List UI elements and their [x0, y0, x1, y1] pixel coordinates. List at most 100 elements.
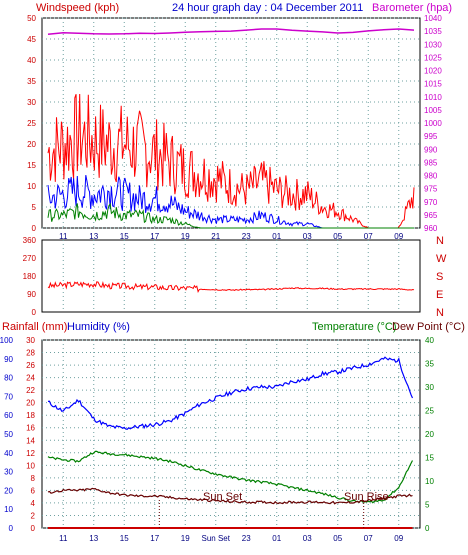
series-wind-gust: [47, 93, 415, 229]
x-tick-label: 19: [181, 232, 190, 241]
barometer-tick-label: 1030: [424, 40, 442, 49]
humidity-tick-label: 100: [0, 336, 14, 345]
direction-y-axis: 0 90 180 270 360: [23, 236, 37, 317]
humidity-tick-label: 40: [4, 449, 13, 458]
humidity-tick-label: 0: [9, 524, 14, 533]
windspeed-tick-label: 0: [32, 224, 37, 233]
series-dew-point-c: [47, 487, 413, 505]
sun-set-annotation: Sun Set: [203, 491, 242, 503]
barometer-tick-label: 1010: [424, 93, 442, 102]
compass-label: E: [436, 289, 443, 301]
windspeed-tick-label: 15: [27, 161, 36, 170]
rainfall-tick-label: 4: [31, 499, 36, 508]
barometer-y-axis: 960 965 970 975 980 985 990 995 1000 1005 1010 1015…: [424, 14, 442, 233]
compass-label: S: [436, 271, 443, 283]
windspeed-tick-label: 5: [32, 203, 37, 212]
barometer-tick-label: 985: [424, 158, 438, 167]
wind-baro-series: [47, 28, 415, 229]
compass-label: W: [436, 253, 447, 265]
x-tick-label: 03: [303, 232, 312, 241]
chart-title: 24 hour graph day : 04 December 2011: [172, 2, 363, 14]
humidity-tick-label: 10: [4, 505, 13, 514]
humidity-tick-label: 90: [4, 355, 13, 364]
windspeed-tick-label: 45: [27, 35, 36, 44]
x-tick-label: 11: [59, 534, 68, 543]
humidity-axis-title: Humidity (%): [67, 321, 130, 333]
direction-tick-label: 270: [23, 254, 37, 263]
temp-hum-plot-frame: [41, 339, 421, 529]
windspeed-tick-label: 25: [27, 119, 36, 128]
windspeed-tick-label: 20: [27, 140, 36, 149]
humidity-tick-label: 30: [4, 468, 13, 477]
humidity-tick-label: 80: [4, 374, 13, 383]
x-tick-label: 15: [120, 534, 129, 543]
x-tick-label: 05: [333, 534, 342, 543]
barometer-tick-label: 960: [424, 224, 438, 233]
x-tick-label: 15: [120, 232, 129, 241]
rainfall-tick-label: 18: [26, 411, 35, 420]
series-temperature-c: [47, 450, 414, 504]
temperature-tick-label: 35: [425, 360, 434, 369]
barometer-tick-label: 970: [424, 198, 438, 207]
x-tick-label: 07: [364, 534, 373, 543]
humidity-tick-label: 60: [4, 411, 13, 420]
windspeed-tick-label: 10: [27, 182, 36, 191]
series-wind-calm: [47, 202, 414, 229]
temperature-tick-label: 25: [425, 407, 434, 416]
barometer-tick-label: 990: [424, 145, 438, 154]
temp-hum-x-axis: 11 13 15 17 19 Sun Set 23 01 03 05 07 09: [59, 534, 404, 543]
barometer-tick-label: 1000: [424, 119, 442, 128]
rainfall-tick-label: 26: [26, 361, 35, 370]
direction-tick-label: 0: [32, 308, 37, 317]
x-tick-label: 03: [303, 534, 312, 543]
x-tick-label: 05: [333, 232, 342, 241]
rainfall-tick-label: 14: [26, 436, 35, 445]
rainfall-tick-label: 24: [26, 374, 35, 383]
barometer-tick-label: 975: [424, 185, 438, 194]
rainfall-tick-label: 22: [26, 386, 35, 395]
windspeed-tick-label: 50: [27, 14, 36, 23]
barometer-tick-label: 1005: [424, 106, 442, 115]
direction-tick-label: 180: [23, 272, 37, 281]
windspeed-tick-label: 40: [27, 56, 36, 65]
humidity-rain-y-axis: 0102030405060708090100024681012141618202…: [0, 336, 36, 533]
x-tick-label: 21: [211, 232, 220, 241]
direction-plot-frame: [41, 239, 421, 313]
direction-grid: [62, 240, 400, 312]
x-tick-label: 17: [150, 232, 159, 241]
series-barometer: [47, 28, 415, 36]
rainfall-tick-label: 2: [31, 511, 36, 520]
temperature-tick-label: 30: [425, 383, 434, 392]
rainfall-tick-label: 8: [31, 474, 36, 483]
barometer-tick-label: 1040: [424, 14, 442, 23]
rainfall-axis-title: Rainfall (mm): [2, 321, 67, 333]
compass-label: N: [436, 235, 444, 247]
barometer-tick-label: 965: [424, 211, 438, 220]
rainfall-tick-label: 30: [26, 336, 35, 345]
temperature-axis-title: Temperature (°C): [312, 321, 396, 333]
windspeed-tick-label: 30: [27, 98, 36, 107]
direction-series: [47, 281, 415, 293]
x-tick-label: 07: [364, 232, 373, 241]
temperature-tick-label: 10: [425, 477, 434, 486]
x-tick-label: Sun Set: [202, 534, 231, 543]
wind-baro-x-axis: 11 13 15 17 19 21 23 01 03 05 07 09: [59, 232, 404, 241]
series-humidity: [47, 356, 414, 430]
barometer-axis-title: Barometer (hpa): [372, 2, 452, 14]
rainfall-tick-label: 28: [26, 349, 35, 358]
x-tick-label: 19: [181, 534, 190, 543]
x-tick-label: 23: [242, 534, 251, 543]
humidity-tick-label: 20: [4, 486, 13, 495]
rainfall-tick-label: 16: [26, 424, 35, 433]
temperature-tick-label: 0: [425, 524, 430, 533]
temperature-tick-label: 20: [425, 430, 434, 439]
x-tick-label: 11: [59, 232, 68, 241]
barometer-tick-label: 995: [424, 132, 438, 141]
humidity-tick-label: 70: [4, 392, 13, 401]
rainfall-tick-label: 0: [31, 524, 36, 533]
barometer-tick-label: 1035: [424, 27, 442, 36]
rainfall-tick-label: 6: [31, 486, 36, 495]
windspeed-tick-label: 35: [27, 77, 36, 86]
